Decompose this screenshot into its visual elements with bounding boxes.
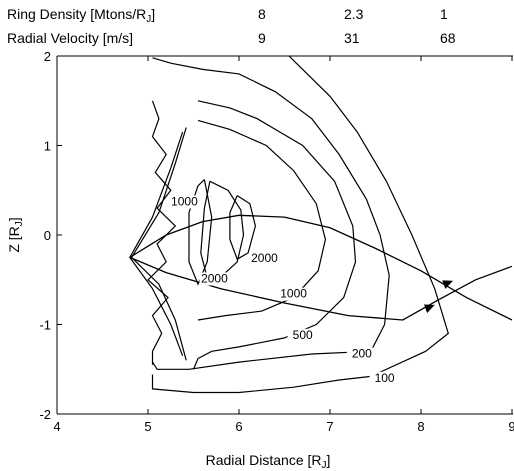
contour-label: 1000 xyxy=(171,194,198,208)
contour-label: 100 xyxy=(375,371,395,385)
contour-label-bg xyxy=(249,251,280,265)
contour-label: 2000 xyxy=(201,271,228,285)
y-tick-label: -1 xyxy=(39,318,51,333)
contour-line xyxy=(130,127,187,361)
contour-line xyxy=(200,180,245,279)
contour-line xyxy=(197,119,327,321)
header-value: 8 xyxy=(258,6,266,22)
contour-label-bg xyxy=(287,328,318,342)
contour-line xyxy=(192,100,357,370)
x-tick-label: 9 xyxy=(508,419,514,434)
y-tick-label: 2 xyxy=(44,49,51,64)
arrow-markers xyxy=(424,280,453,314)
header-value: 68 xyxy=(440,30,456,46)
x-tick-label: 5 xyxy=(144,419,151,434)
trajectory-line xyxy=(129,214,513,321)
contour-line xyxy=(151,56,449,394)
trajectory-line xyxy=(129,256,513,321)
header-row-label: Radial Velocity [m/s] xyxy=(7,30,133,46)
header-table: Ring Density [Mtons/RJ] 8 2.3 1 Radial V… xyxy=(7,6,456,46)
x-tick-label: 7 xyxy=(326,419,333,434)
x-tick-label: 4 xyxy=(53,419,60,434)
header-value: 1 xyxy=(440,6,448,22)
header-value: 31 xyxy=(344,30,360,46)
contour-label-bg xyxy=(346,347,377,361)
trajectory-lines xyxy=(129,214,513,321)
contour-line xyxy=(151,57,390,370)
x-axis-label: Radial Distance [RJ] xyxy=(206,452,331,471)
y-tick-label: -2 xyxy=(39,407,51,422)
y-tick-label: 1 xyxy=(44,139,51,154)
contour-label: 2000 xyxy=(251,251,278,265)
contour-label: 200 xyxy=(352,347,372,361)
contour-label-bg xyxy=(369,371,400,385)
contour-label-bg xyxy=(169,195,200,209)
contour-lines xyxy=(129,56,449,394)
contour-line xyxy=(188,179,213,286)
contour-label-bg xyxy=(199,272,230,286)
x-tick-label: 6 xyxy=(235,419,242,434)
x-tick-label: 8 xyxy=(417,419,424,434)
contour-label-bg xyxy=(278,287,309,301)
contour-label: 500 xyxy=(293,328,313,342)
header-value: 2.3 xyxy=(344,6,364,22)
y-tick-label: 0 xyxy=(44,228,51,243)
axis-ticks: 4 5 6 7 8 9 -2 -1 0 1 2 xyxy=(39,49,514,434)
header-value: 9 xyxy=(258,30,266,46)
arrow-marker xyxy=(424,304,435,314)
arrow-marker xyxy=(442,280,453,289)
contour-label: 1000 xyxy=(280,287,307,301)
y-axis-label: Z [RJ] xyxy=(6,217,25,252)
header-row-label: Ring Density [Mtons/RJ] xyxy=(7,6,155,25)
